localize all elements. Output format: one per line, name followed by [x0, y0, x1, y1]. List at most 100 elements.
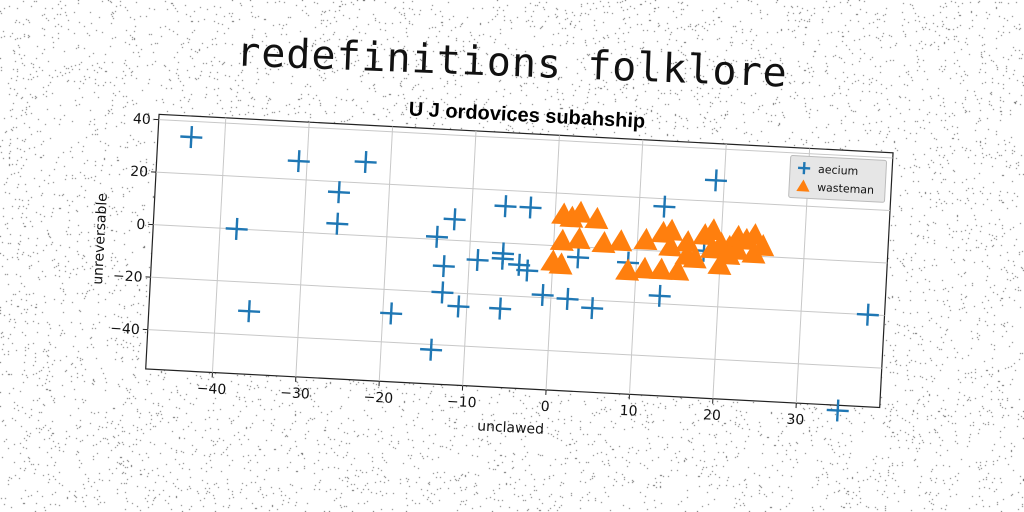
legend: aecium wasteman	[788, 155, 888, 203]
x-tick-label: 0	[540, 399, 550, 415]
y-tick-label: −20	[113, 268, 143, 286]
wasteman-point	[658, 234, 683, 257]
aecium-point	[327, 181, 351, 204]
marker-stroke	[363, 150, 368, 174]
aecium-point	[180, 126, 203, 149]
marker-stroke	[565, 287, 570, 310]
aecium-point	[466, 248, 489, 272]
marker-stroke	[540, 283, 545, 307]
marker-stroke	[429, 338, 433, 361]
y-gridline	[155, 171, 891, 212]
aecium-point	[531, 283, 554, 307]
wasteman-point	[716, 242, 741, 265]
aecium-point	[431, 281, 454, 304]
marker-stroke	[435, 225, 439, 248]
aecium-point	[225, 217, 248, 241]
aecium-point	[648, 284, 671, 307]
x-gridline	[295, 122, 310, 377]
wasteman-point	[675, 230, 700, 253]
chart-title: U J ordovices subahship	[408, 98, 646, 132]
marker-stroke	[475, 248, 480, 272]
marker-stroke	[335, 212, 340, 235]
x-tick-label: 30	[786, 412, 805, 429]
marker-stroke	[442, 255, 446, 278]
y-gridline	[150, 276, 885, 317]
aecium-point	[432, 255, 455, 278]
aecium-point	[826, 399, 849, 422]
marker-stroke	[576, 246, 580, 269]
y-gridline	[147, 329, 882, 369]
x-gridline	[628, 139, 644, 395]
marker-stroke	[337, 181, 341, 204]
y-gridline	[153, 224, 888, 264]
wasteman-point	[549, 228, 574, 251]
chart-svg: −40 −30 −20 −10 0 10 20 30 −40 −20 0 20 40 U J ordov…	[90, 98, 894, 438]
marker-stroke	[247, 300, 251, 323]
x-gridline	[211, 117, 227, 373]
aecium-point	[326, 212, 349, 235]
wasteman-point	[548, 252, 573, 275]
aecium-point	[653, 195, 676, 218]
aecium-point	[443, 208, 466, 231]
wasteman-point	[567, 200, 592, 223]
wasteman-point	[674, 243, 699, 266]
x-tick-label: 10	[619, 403, 638, 420]
legend-label: aecium	[818, 163, 859, 178]
x-gridline	[462, 130, 477, 386]
aecium-point	[494, 195, 517, 218]
marker-stroke	[517, 253, 521, 276]
marker-stroke	[234, 217, 239, 241]
y-tick-label: 20	[130, 164, 149, 181]
wasteman-point	[665, 258, 690, 281]
aecium-point	[489, 297, 512, 320]
wasteman-point	[631, 256, 656, 279]
tick-labels: −40 −30 −20 −10 0 10 20 30 −40 −20 0 20 40	[110, 111, 805, 429]
wasteman-point	[707, 252, 732, 276]
aecium-point	[287, 150, 310, 173]
x-tick-label: −40	[196, 381, 226, 399]
wasteman-point	[633, 227, 658, 251]
wasteman-point	[608, 229, 633, 252]
marker-stroke	[657, 284, 662, 307]
aecium-point	[856, 303, 879, 326]
x-tick-label: 20	[703, 407, 722, 424]
wasteman-point	[591, 230, 616, 254]
marker-stroke	[528, 196, 533, 219]
aecium-point	[238, 300, 261, 323]
wasteman-point	[648, 257, 673, 280]
aecium-point	[491, 247, 514, 270]
aecium-point	[556, 287, 579, 310]
y-axis-label: unreversable	[90, 193, 111, 285]
marker-stroke	[500, 247, 505, 270]
marker-stroke	[440, 281, 445, 304]
aecium-point	[516, 259, 539, 282]
x-gridline	[378, 126, 394, 382]
aecium-point	[420, 338, 443, 361]
marker-stroke	[866, 303, 870, 326]
aecium-point	[354, 150, 377, 174]
y-tick-label: 40	[133, 111, 152, 128]
aecium-point	[519, 196, 542, 219]
marker-stroke	[590, 297, 594, 320]
x-axis-label: unclawed	[477, 418, 545, 437]
aecium-point	[447, 295, 470, 318]
aecium-point	[425, 225, 449, 248]
marker-stroke	[662, 195, 667, 218]
marker-stroke	[456, 295, 461, 318]
scatter-chart: −40 −30 −20 −10 0 10 20 30 −40 −20 0 20 40 U J ordov…	[63, 74, 922, 497]
wasteman-point	[566, 227, 591, 250]
data-series	[180, 126, 879, 422]
x-tick-label: −10	[447, 394, 477, 412]
wasteman-point	[700, 218, 725, 241]
legend-label: wasteman	[817, 181, 875, 197]
marker-stroke	[714, 169, 718, 192]
wasteman-point	[615, 258, 640, 281]
wasteman-point	[659, 218, 683, 241]
aecium-point	[704, 169, 728, 192]
x-tick-label: −30	[280, 385, 310, 403]
marker-stroke	[835, 399, 840, 422]
y-tick-label: −40	[110, 321, 140, 339]
wasteman-point	[584, 206, 609, 230]
aecium-point	[380, 302, 403, 325]
y-gridline	[158, 119, 893, 159]
